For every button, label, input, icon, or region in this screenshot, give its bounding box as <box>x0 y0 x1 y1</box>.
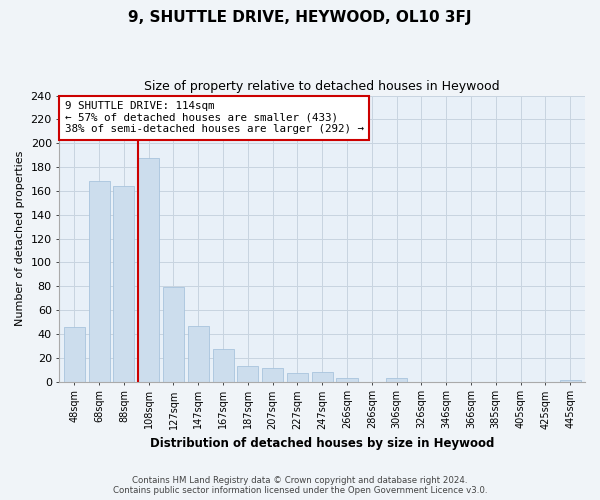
Y-axis label: Number of detached properties: Number of detached properties <box>15 151 25 326</box>
Bar <box>64 326 85 382</box>
Title: Size of property relative to detached houses in Heywood: Size of property relative to detached ho… <box>145 80 500 93</box>
Bar <box>287 373 308 382</box>
Bar <box>238 366 259 382</box>
Bar <box>113 186 134 382</box>
Bar <box>188 326 209 382</box>
Bar <box>138 158 159 382</box>
Bar <box>163 288 184 382</box>
Bar <box>212 350 233 382</box>
Text: Contains HM Land Registry data © Crown copyright and database right 2024.
Contai: Contains HM Land Registry data © Crown c… <box>113 476 487 495</box>
Bar <box>386 378 407 382</box>
Bar <box>560 380 581 382</box>
Bar <box>337 378 358 382</box>
X-axis label: Distribution of detached houses by size in Heywood: Distribution of detached houses by size … <box>150 437 494 450</box>
Text: 9, SHUTTLE DRIVE, HEYWOOD, OL10 3FJ: 9, SHUTTLE DRIVE, HEYWOOD, OL10 3FJ <box>128 10 472 25</box>
Bar <box>89 182 110 382</box>
Bar <box>262 368 283 382</box>
Bar <box>311 372 333 382</box>
Text: 9 SHUTTLE DRIVE: 114sqm
← 57% of detached houses are smaller (433)
38% of semi-d: 9 SHUTTLE DRIVE: 114sqm ← 57% of detache… <box>65 102 364 134</box>
